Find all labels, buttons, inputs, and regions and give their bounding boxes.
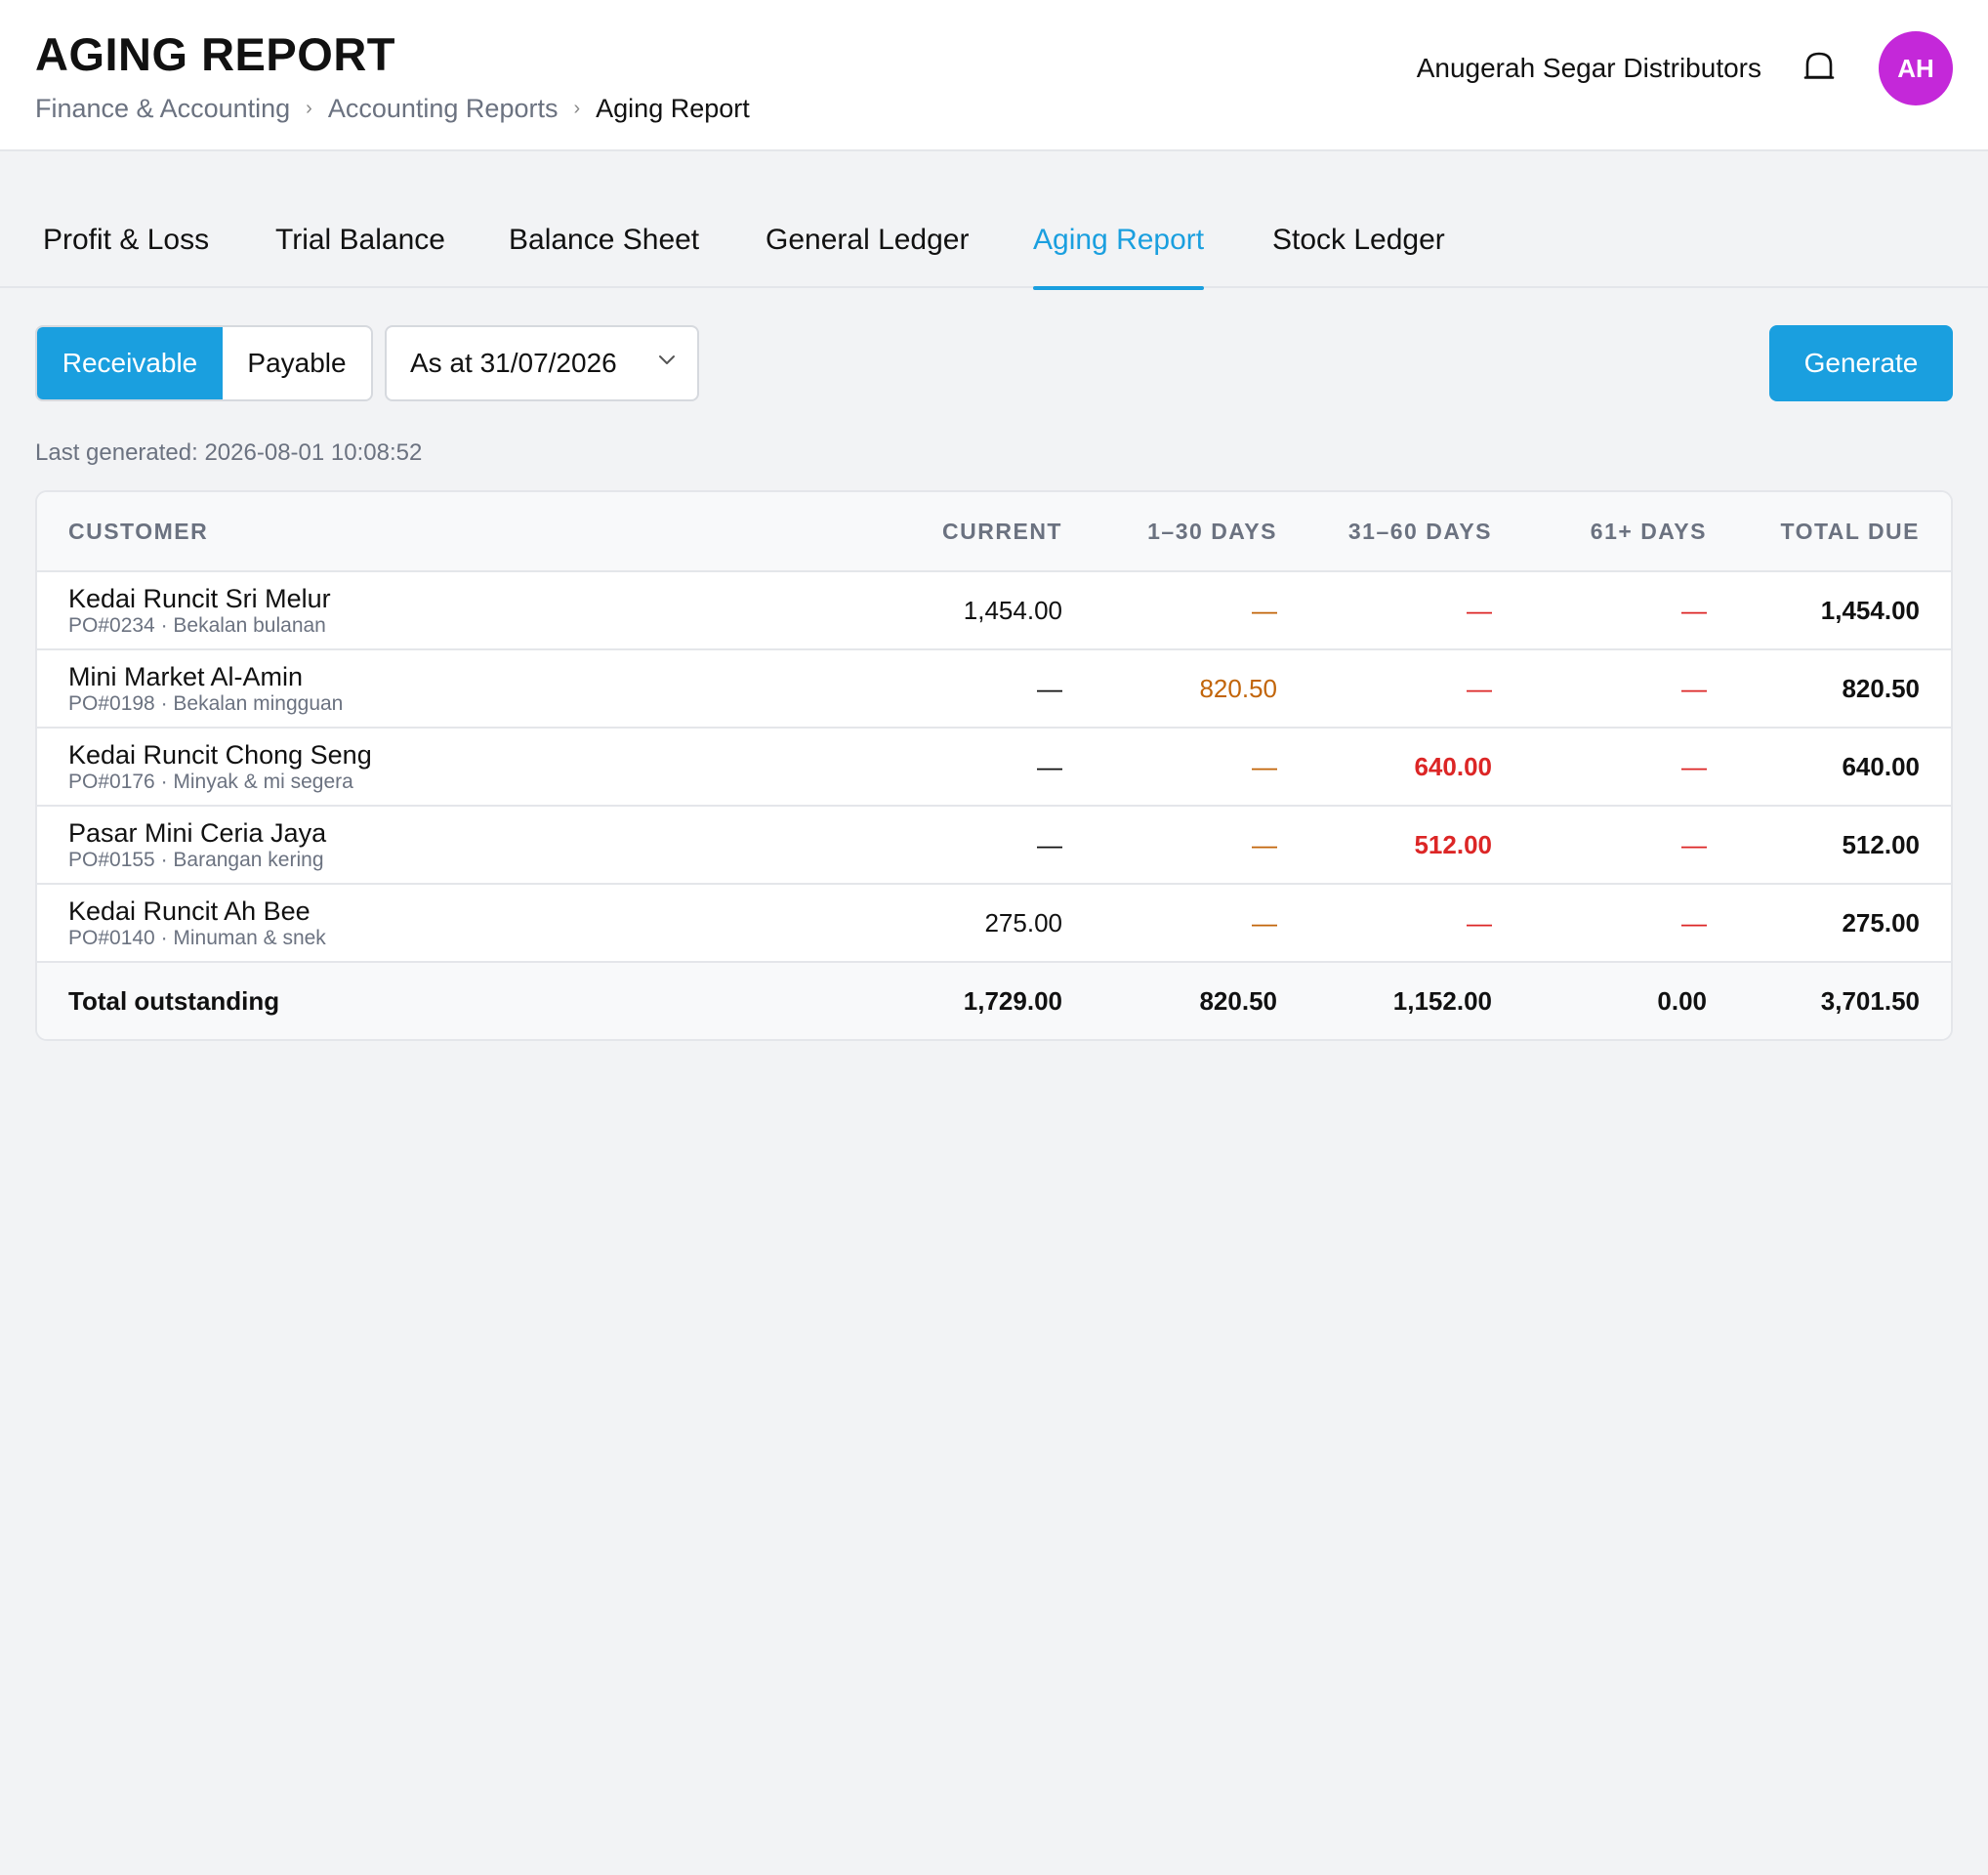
customer-name: Kedai Runcit Chong Seng (68, 740, 372, 770)
as-at-date-value: As at 31/07/2026 (410, 348, 617, 378)
total-current: 1,729.00 (963, 985, 1062, 1016)
tab-balance-sheet[interactable]: Balance Sheet (509, 224, 700, 256)
days-31-60-amount: — (1467, 595, 1492, 625)
aging-table: CUSTOMER CURRENT 1–30 DAYS 31–60 DAYS 61… (35, 490, 1953, 1041)
customer-cell: Kedai Runcit Sri Melur PO#0234 · Bekalan… (68, 572, 615, 648)
total-due-amount: 275.00 (1842, 907, 1920, 938)
chevron-right-icon: › (573, 98, 581, 119)
tab-stock-ledger[interactable]: Stock Ledger (1272, 224, 1445, 256)
days-61-plus-amount: — (1681, 907, 1707, 938)
customer-po: PO#0155 · Barangan kering (68, 849, 324, 871)
as-at-date-select[interactable]: As at 31/07/2026 (385, 325, 699, 401)
table-row[interactable]: Pasar Mini Ceria Jaya PO#0155 · Barangan… (37, 807, 1951, 885)
total-due-amount: 1,454.00 (1820, 595, 1920, 625)
customer-po: PO#0234 · Bekalan bulanan (68, 614, 326, 637)
col-31-60-days[interactable]: 31–60 DAYS (1347, 518, 1492, 544)
total-due-amount: 820.50 (1842, 673, 1920, 703)
table-row[interactable]: Kedai Runcit Ah Bee PO#0140 · Minuman & … (37, 885, 1951, 963)
tab-aging-report[interactable]: Aging Report (1033, 224, 1205, 290)
bell-icon[interactable] (1802, 51, 1836, 84)
total-31-60-days: 1,152.00 (1392, 985, 1492, 1016)
days-31-60-amount: 512.00 (1414, 829, 1492, 859)
receivable-button[interactable]: Receivable (37, 327, 223, 399)
days-31-60-amount: 640.00 (1414, 751, 1492, 781)
current-amount: — (1037, 829, 1062, 859)
customer-name: Kedai Runcit Sri Melur (68, 584, 331, 613)
report-type-toggle: Receivable Payable (35, 325, 373, 401)
generate-button[interactable]: Generate (1769, 325, 1953, 401)
days-61-plus-amount: — (1681, 595, 1707, 625)
customer-name: Mini Market Al-Amin (68, 662, 304, 691)
table-header-row: CUSTOMER CURRENT 1–30 DAYS 31–60 DAYS 61… (37, 492, 1951, 572)
last-generated-text: Last generated: 2026-08-01 10:08:52 (35, 439, 423, 466)
days-1-30-amount: — (1252, 829, 1277, 859)
total-outstanding-row: Total outstanding 1,729.00 820.50 1,152.… (37, 963, 1951, 1039)
customer-cell: Kedai Runcit Chong Seng PO#0176 · Minyak… (68, 729, 615, 805)
current-amount: — (1037, 673, 1062, 703)
col-customer[interactable]: CUSTOMER (68, 518, 209, 544)
days-61-plus-amount: — (1681, 829, 1707, 859)
tab-general-ledger[interactable]: General Ledger (766, 224, 970, 256)
days-1-30-amount: — (1252, 751, 1277, 781)
total-due-grand: 3,701.50 (1820, 985, 1920, 1016)
customer-po: PO#0140 · Minuman & snek (68, 927, 326, 949)
customer-po: PO#0176 · Minyak & mi segera (68, 771, 353, 793)
company-name: Anugerah Segar Distributors (1416, 53, 1761, 83)
report-tabs: Profit & Loss Trial Balance Balance Shee… (0, 210, 1988, 290)
col-current[interactable]: CURRENT (942, 518, 1062, 544)
customer-name: Kedai Runcit Ah Bee (68, 896, 311, 926)
col-61-plus-days[interactable]: 61+ DAYS (1590, 518, 1707, 544)
total-due-amount: 512.00 (1842, 829, 1920, 859)
table-row[interactable]: Kedai Runcit Chong Seng PO#0176 · Minyak… (37, 729, 1951, 807)
customer-cell: Pasar Mini Ceria Jaya PO#0155 · Barangan… (68, 807, 615, 883)
total-61-plus-days: 0.00 (1657, 985, 1707, 1016)
table-row[interactable]: Mini Market Al-Amin PO#0198 · Bekalan mi… (37, 650, 1951, 729)
chevron-down-icon (659, 355, 675, 364)
customer-cell: Kedai Runcit Ah Bee PO#0140 · Minuman & … (68, 885, 615, 961)
payable-button[interactable]: Payable (247, 348, 347, 378)
current-amount: 275.00 (984, 907, 1062, 938)
days-61-plus-amount: — (1681, 673, 1707, 703)
total-1-30-days: 820.50 (1199, 985, 1277, 1016)
days-31-60-amount: — (1467, 907, 1492, 938)
customer-cell: Mini Market Al-Amin PO#0198 · Bekalan mi… (68, 650, 615, 727)
days-1-30-amount: — (1252, 595, 1277, 625)
breadcrumb-accounting-reports[interactable]: Accounting Reports (327, 94, 559, 123)
days-61-plus-amount: — (1681, 751, 1707, 781)
total-due-amount: 640.00 (1842, 751, 1920, 781)
current-amount: — (1037, 751, 1062, 781)
page-title: AGING REPORT (35, 28, 395, 80)
breadcrumb-current: Aging Report (596, 94, 750, 123)
customer-name: Pasar Mini Ceria Jaya (68, 818, 327, 848)
customer-po: PO#0198 · Bekalan mingguan (68, 692, 344, 715)
total-outstanding-label: Total outstanding (68, 985, 280, 1016)
col-total-due[interactable]: TOTAL DUE (1780, 518, 1920, 544)
days-1-30-amount: — (1252, 907, 1277, 938)
breadcrumb-finance[interactable]: Finance & Accounting (35, 94, 291, 123)
days-31-60-amount: — (1467, 673, 1492, 703)
chevron-right-icon: › (306, 98, 312, 119)
current-amount: 1,454.00 (963, 595, 1062, 625)
top-header: AGING REPORT Finance & Accounting › Acco… (0, 0, 1988, 151)
tab-trial-balance[interactable]: Trial Balance (275, 224, 445, 256)
tab-profit-loss[interactable]: Profit & Loss (43, 224, 210, 256)
avatar[interactable]: AH (1879, 31, 1953, 105)
col-1-30-days[interactable]: 1–30 DAYS (1147, 518, 1277, 544)
table-row[interactable]: Kedai Runcit Sri Melur PO#0234 · Bekalan… (37, 572, 1951, 650)
breadcrumb: Finance & Accounting › Accounting Report… (35, 94, 750, 124)
days-1-30-amount: 820.50 (1199, 673, 1277, 703)
